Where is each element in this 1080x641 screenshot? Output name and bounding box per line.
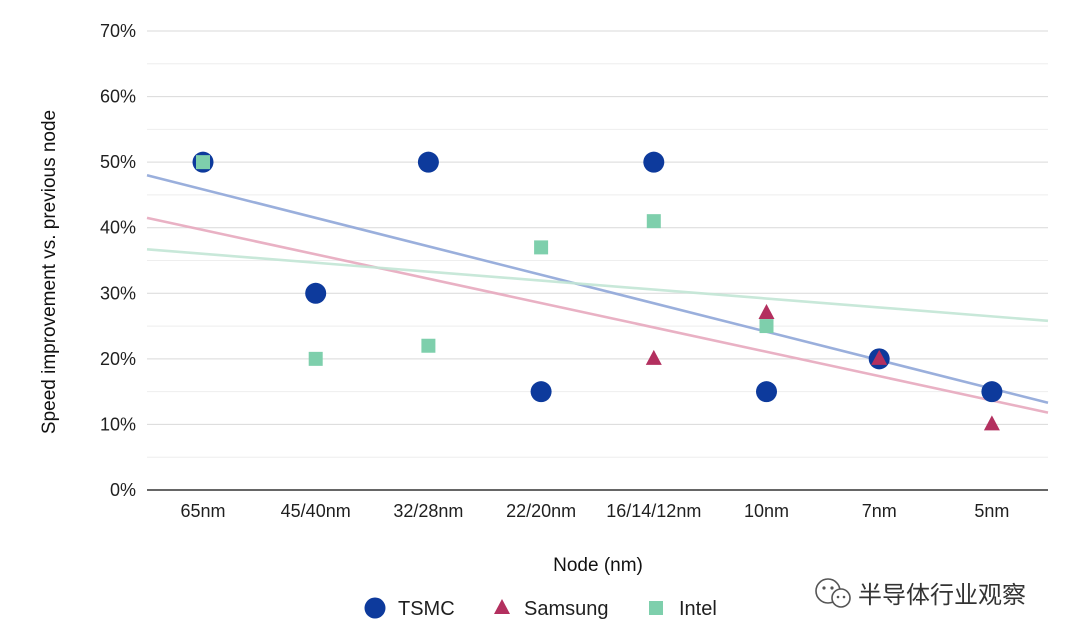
x-axis-title: Node (nm) [553,555,643,576]
data-point-intel [534,240,549,255]
data-point-samsung [645,349,662,365]
data-point-tsmc [756,381,777,403]
legend-marker-intel [649,601,663,615]
x-tick-label: 22/20nm [506,501,576,521]
watermark-text: 半导体行业观察 [858,581,1026,609]
y-tick-label: 70% [100,21,136,41]
trendlines [146,173,1049,414]
data-point-intel [308,351,323,366]
legend-label-samsung: Samsung [524,598,609,620]
data-point-intel [646,214,661,229]
data-point-tsmc [417,151,439,173]
data-points [192,151,1003,431]
x-axis-ticks: 65nm 45/40nm 32/28nm 22/20nm 16/14/12nm 10nm 7… [180,501,1009,521]
y-tick-label: 30% [100,283,136,303]
data-point-intel [196,155,210,170]
trendline-tsmc [146,173,1049,405]
gridlines [147,30,1048,491]
data-point-tsmc [530,381,552,403]
wechat-icon [815,578,851,608]
y-tick-label: 50% [100,152,136,172]
y-axis-ticks: 0% 10% 20% 30% 40% 50% 60% 70% [100,21,136,500]
trendline-intel [146,248,1049,323]
data-point-intel [421,338,436,353]
legend-label-tsmc: TSMC [398,598,455,620]
data-point-samsung [871,349,888,365]
y-tick-label: 10% [100,414,136,434]
data-point-tsmc [981,381,1003,403]
data-point-tsmc [305,282,327,304]
y-tick-label: 0% [110,480,136,500]
x-tick-label: 7nm [862,501,897,521]
legend: TSMC Samsung Intel [364,597,717,620]
data-point-samsung [983,415,1000,431]
x-tick-label: 16/14/12nm [606,501,701,521]
watermark: 半导体行业观察 [815,578,1026,609]
legend-marker-samsung [494,599,510,614]
trendline-samsung [146,216,1049,414]
y-tick-label: 20% [100,349,136,369]
x-tick-label: 65nm [180,501,225,521]
data-point-intel [759,319,774,334]
legend-marker-tsmc [364,597,386,619]
y-tick-label: 40% [100,218,136,238]
y-axis-title: Speed improvement vs. previous node [39,110,60,434]
data-point-tsmc [643,151,665,173]
data-point-samsung [758,303,775,319]
x-tick-label: 5nm [974,501,1009,521]
x-tick-label: 45/40nm [281,501,351,521]
legend-label-intel: Intel [679,598,717,620]
y-tick-label: 60% [100,87,136,107]
x-tick-label: 32/28nm [393,501,463,521]
x-tick-label: 10nm [744,501,789,521]
